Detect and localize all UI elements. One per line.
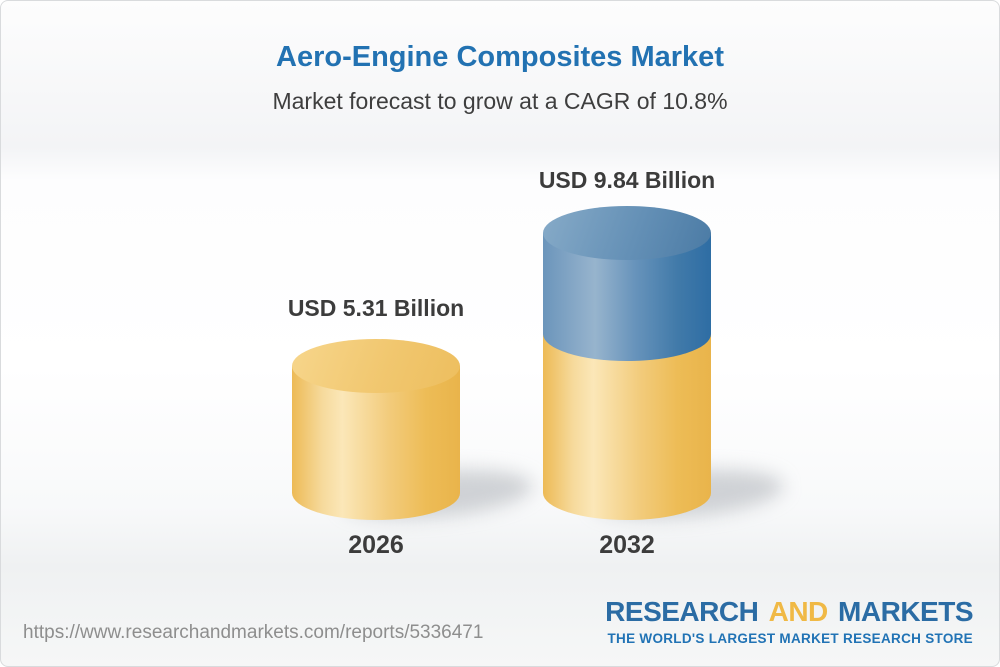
logo-word-and: AND — [768, 596, 829, 627]
researchandmarkets-logo: RESEARCH AND MARKETS THE WORLD'S LARGEST… — [605, 596, 973, 646]
page-subtitle: Market forecast to grow at a CAGR of 10.… — [272, 88, 728, 114]
logo-tagline: THE WORLD'S LARGEST MARKET RESEARCH STOR… — [607, 630, 973, 646]
report-url: https://www.researchandmarkets.com/repor… — [23, 622, 484, 643]
bar-2032-segment-gold-bottom — [543, 466, 711, 520]
bar-2032-category-label: 2032 — [599, 531, 655, 559]
page-title: Aero-Engine Composites Market — [276, 41, 724, 73]
bar-2026-value-label: USD 5.31 Billion — [287, 295, 465, 321]
bar-2026-category-label: 2026 — [348, 531, 404, 559]
logo-word-markets: MARKETS — [838, 596, 973, 627]
logo-wordmark: RESEARCH AND MARKETS — [605, 596, 973, 628]
bar-2026-cylinder-lid — [292, 339, 460, 393]
bar-2032-segment-blue-lid — [543, 206, 711, 260]
bar-2032-segment-blue-bottom — [543, 307, 711, 361]
bar-2026-cylinder-bottom — [292, 466, 460, 520]
logo-word-research: RESEARCH — [605, 596, 759, 627]
bar-2032-value-label: USD 9.84 Billion — [538, 167, 716, 193]
